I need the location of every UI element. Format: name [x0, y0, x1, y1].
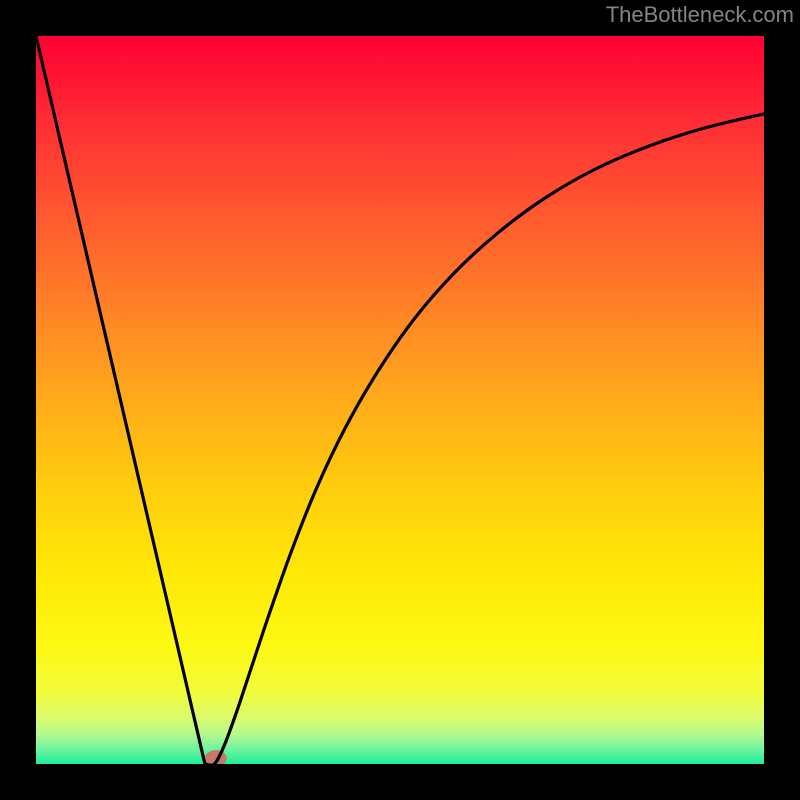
watermark-text: TheBottleneck.com — [606, 2, 794, 28]
chart-container: TheBottleneck.com — [0, 0, 800, 800]
gradient-plot — [36, 36, 764, 764]
